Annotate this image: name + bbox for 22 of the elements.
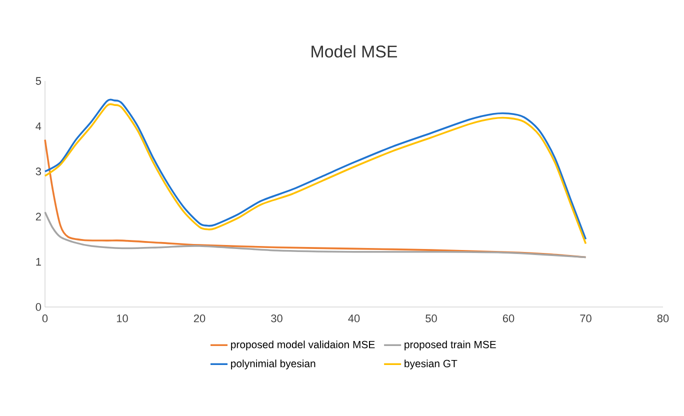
legend-label: proposed model validaion MSE: [231, 340, 375, 350]
x-tick-label: 70: [580, 314, 592, 322]
x-tick-label: 50: [426, 314, 437, 322]
y-tick-label: 5: [36, 77, 42, 85]
chart-title: Model MSE: [312, 45, 398, 58]
legend-label: proposed train MSE: [404, 340, 496, 350]
x-tick-label: 80: [657, 314, 669, 322]
x-tick-label: 30: [271, 314, 282, 322]
line-series: [44, 211, 587, 258]
line-series: [44, 138, 587, 258]
legend-label: polynimial byesian: [231, 360, 316, 370]
x-tick-label: 10: [116, 314, 128, 322]
x-tick-label: 60: [502, 314, 514, 322]
legend-label: byesian GT: [404, 360, 458, 370]
x-tick-label: 0: [42, 314, 48, 322]
x-tick-label: 40: [348, 314, 360, 322]
y-tick-label: 1: [36, 258, 41, 266]
y-tick-label: 4: [36, 122, 42, 130]
x-tick-label: 20: [194, 314, 206, 322]
y-tick-label: 3: [36, 168, 41, 176]
y-tick-label: 2: [36, 212, 41, 220]
y-tick-label: 0: [36, 303, 42, 311]
